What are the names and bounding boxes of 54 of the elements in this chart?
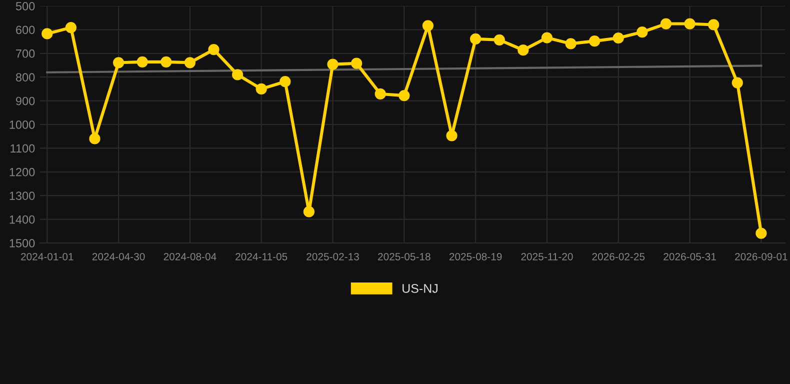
point [684,18,696,30]
y-tick-label: 500 [16,2,35,10]
y-tick-label: 1100 [10,144,35,153]
y-tick-label: 1300 [10,192,35,200]
point [446,130,458,142]
point [112,57,124,68]
x-tick-label: 2026-09-01 [735,252,788,260]
legend-label: US-NJ [402,284,438,293]
y-tick-label: 900 [16,96,35,106]
x-tick-label: 2024-08-04 [164,252,216,260]
point [756,228,767,239]
point [470,33,482,44]
y-tick-label: 1500 [10,239,35,248]
point [732,77,743,88]
point [660,18,672,30]
x-tick-label: 2025-08-19 [449,252,502,260]
x-tick-label: 2024-04-30 [92,252,145,260]
x-tick-label: 2025-05-18 [378,252,430,260]
point [374,88,386,100]
point [208,44,220,56]
y-tick-label: 1400 [10,215,35,224]
point [256,83,267,95]
point [280,76,291,88]
x-tick-label: 2026-05-31 [664,252,716,260]
point [708,19,720,30]
point [89,133,100,144]
point [303,206,315,218]
point [494,34,505,46]
x-tick-label: 2024-11-05 [236,252,288,260]
y-tick-label: 1000 [10,120,35,129]
point [541,32,553,44]
point [327,58,338,70]
point [136,56,148,68]
point [160,56,172,68]
point [232,69,244,80]
x-tick-label: 2025-02-13 [306,252,359,260]
x-tick-label: 2026-02-25 [592,252,645,260]
point [589,36,600,47]
point [184,57,196,68]
point [398,90,410,102]
y-tick-label: 800 [16,73,35,82]
point [518,44,529,56]
x-tick-label: 2025-11-20 [521,252,573,260]
point [351,58,362,69]
y-tick-label: 600 [16,26,35,34]
point [636,26,648,38]
point [565,38,576,50]
y-tick-label: 700 [16,49,35,58]
point [65,22,76,34]
point [612,32,624,44]
point [422,20,434,32]
y-tick-label: 1200 [10,168,35,176]
x-tick-label: 2024-01-01 [21,252,74,260]
point [42,28,53,40]
